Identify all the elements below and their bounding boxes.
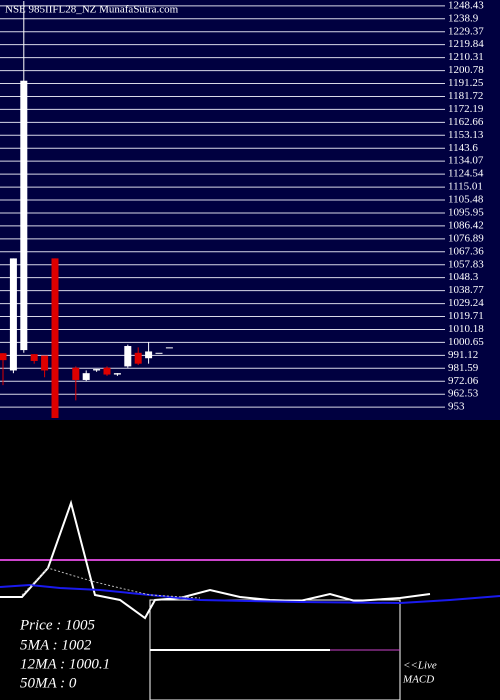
y-tick-label: 1038.77: [448, 284, 484, 296]
y-tick-label: 1057.83: [448, 258, 484, 270]
info-line: 12MA : 1000.1: [20, 656, 110, 672]
candle-body: [145, 351, 153, 359]
candle-body: [72, 367, 80, 380]
y-tick-label: 1124.54: [448, 168, 484, 180]
y-tick-label: 972.06: [448, 375, 479, 387]
y-tick-label: 1181.72: [448, 90, 483, 102]
y-tick-label: 1172.19: [448, 103, 484, 115]
info-line: 50MA : 0: [20, 675, 77, 691]
live-label: <<Live: [403, 660, 437, 672]
chart-title: NSE 985IIFL28_NZ MunafaSutra.com: [5, 4, 179, 16]
info-line: Price : 1005: [19, 617, 95, 633]
y-tick-label: 1200.78: [448, 64, 484, 76]
candle-body: [155, 352, 163, 354]
candle-body: [134, 352, 142, 364]
candle-body: [82, 373, 90, 380]
y-tick-label: 1019.71: [448, 310, 484, 322]
y-tick-label: 1095.95: [448, 206, 484, 218]
y-tick-label: 1000.65: [448, 336, 484, 348]
y-tick-label: 953: [448, 401, 465, 413]
candle-body: [165, 347, 173, 349]
y-tick-label: 1048.3: [448, 271, 479, 283]
macd-line: [0, 583, 500, 605]
y-tick-label: 981.59: [448, 362, 479, 374]
candle-body: [113, 373, 121, 375]
y-tick-label: 1029.24: [448, 297, 484, 309]
candle-body: [103, 367, 111, 375]
candle-body: [20, 80, 28, 351]
y-tick-label: 1134.07: [448, 155, 484, 167]
y-tick-label: 1219.84: [448, 38, 484, 50]
y-tick-label: 1229.37: [448, 25, 484, 37]
y-tick-label: 1115.01: [448, 181, 483, 193]
candle-body: [93, 369, 101, 371]
candle-body: [9, 258, 17, 371]
candle-body: [124, 346, 132, 367]
y-tick-label: 1067.36: [448, 245, 484, 257]
y-tick-label: 1191.25: [448, 77, 484, 89]
y-tick-label: 1210.31: [448, 51, 484, 63]
y-tick-label: 1238.9: [448, 12, 479, 24]
y-tick-label: 962.53: [448, 388, 479, 400]
candle-body: [30, 354, 38, 361]
candle-body: [51, 258, 59, 418]
y-tick-label: 1143.6: [448, 142, 478, 154]
candle-body: [0, 353, 7, 361]
y-tick-label: 1153.13: [448, 129, 484, 141]
y-tick-label: 1076.89: [448, 232, 484, 244]
y-tick-label: 1010.18: [448, 323, 484, 335]
y-tick-label: 991.12: [448, 349, 478, 361]
macd-line: [21, 567, 201, 599]
price-panel: [0, 0, 500, 420]
live-label: MACD: [402, 674, 434, 686]
y-tick-label: 1105.48: [448, 194, 484, 206]
info-line: 5MA : 1002: [20, 637, 92, 653]
candle-body: [41, 355, 49, 371]
y-tick-label: 1162.66: [448, 116, 484, 128]
y-tick-label: 1248.43: [448, 0, 484, 11]
y-tick-label: 1086.42: [448, 219, 484, 231]
